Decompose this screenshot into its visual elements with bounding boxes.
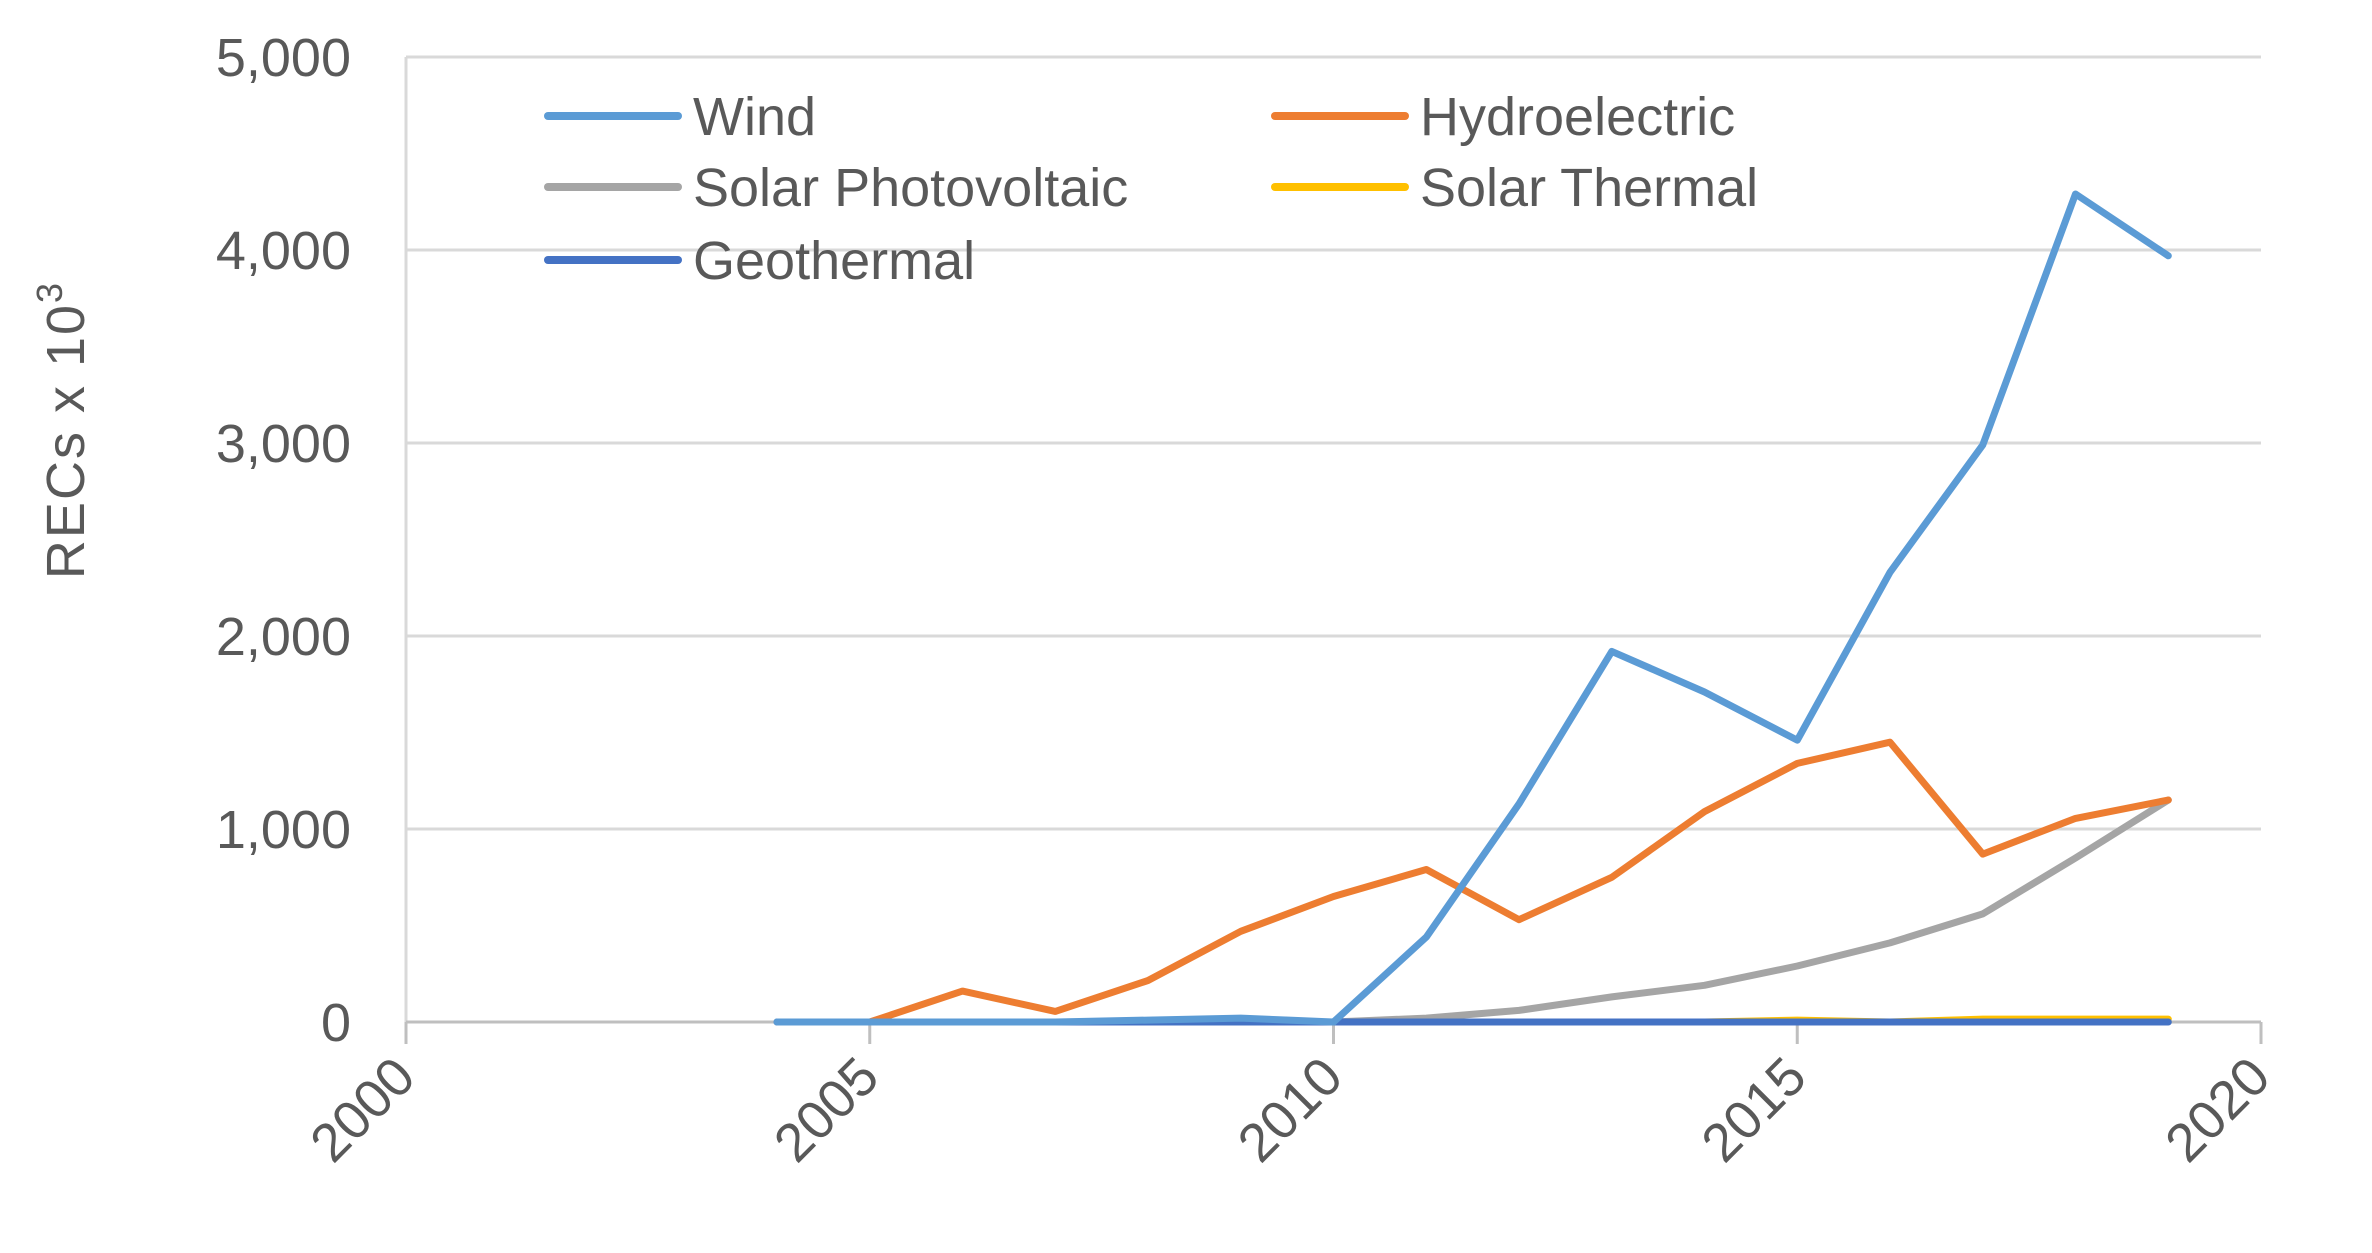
x-tick-label: 2010 bbox=[1227, 1046, 1354, 1173]
y-tick-label: 2,000 bbox=[216, 607, 351, 667]
legend-item: Geothermal bbox=[544, 231, 975, 291]
y-axis-label-superscript: 3 bbox=[29, 281, 70, 303]
legend-label: Geothermal bbox=[693, 231, 975, 291]
legend-label: Wind bbox=[693, 87, 816, 147]
legend-item: Hydroelectric bbox=[1271, 87, 1735, 147]
series-lines bbox=[773, 190, 2172, 1026]
legend-label: Hydroelectric bbox=[1420, 87, 1735, 147]
legend-label: Solar Photovoltaic bbox=[693, 158, 1128, 218]
series-line-wind bbox=[773, 190, 2172, 1026]
x-tick-label: 2000 bbox=[299, 1046, 426, 1173]
legend-item: Solar Photovoltaic bbox=[544, 158, 1128, 218]
y-axis-label: RECs x 103 bbox=[29, 281, 96, 579]
legend: Wind Hydroelectric Solar Photovoltaic Solar… bbox=[544, 87, 1758, 291]
y-tick-label: 5,000 bbox=[216, 28, 351, 88]
y-tick-label: 1,000 bbox=[216, 800, 351, 860]
x-tick-label: 2020 bbox=[2154, 1046, 2281, 1173]
x-tick-label: 2015 bbox=[1690, 1046, 1817, 1173]
legend-item: Wind bbox=[544, 87, 816, 147]
series-line-solar-photovoltaic bbox=[773, 796, 2172, 1026]
series-line-hydroelectric bbox=[866, 738, 2172, 1026]
gridlines bbox=[406, 55, 2261, 831]
y-tick-label: 0 bbox=[321, 993, 351, 1053]
x-tick-label: 2005 bbox=[763, 1046, 890, 1173]
legend-label: Solar Thermal bbox=[1420, 158, 1758, 218]
legend-item: Solar Thermal bbox=[1271, 158, 1758, 218]
y-tick-label: 3,000 bbox=[216, 414, 351, 474]
axes: 0 1,000 2,000 3,000 4,000 5,000 2000 2005 2010 20… bbox=[216, 28, 2282, 1173]
y-tick-label: 4,000 bbox=[216, 221, 351, 281]
